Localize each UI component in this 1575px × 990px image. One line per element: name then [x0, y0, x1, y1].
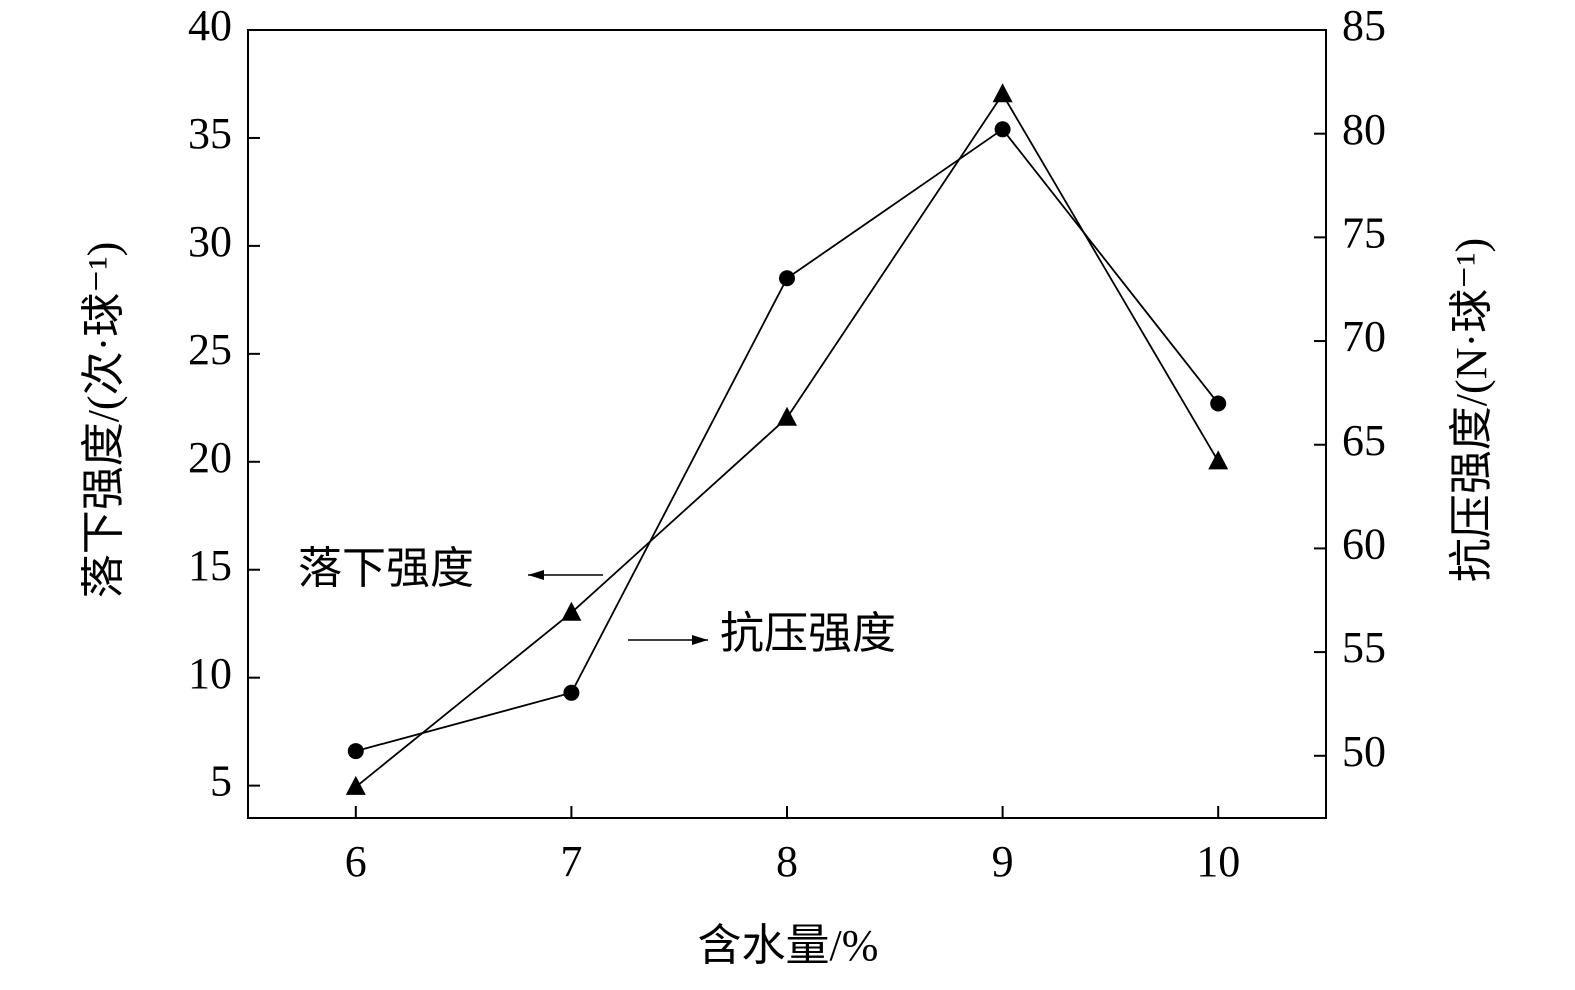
marker	[777, 406, 797, 426]
y-tick-label: 5	[210, 757, 232, 806]
x-tick-label: 10	[1196, 837, 1240, 886]
y-tick-label: 20	[188, 433, 232, 482]
marker	[1210, 395, 1227, 412]
x-tick-label: 7	[560, 837, 582, 886]
y-tick-label: 10	[188, 649, 232, 698]
y-tick-label: 40	[188, 1, 232, 50]
x-tick-label: 6	[345, 837, 367, 886]
annotation-arrowhead	[528, 570, 544, 580]
marker	[1208, 450, 1229, 470]
marker	[561, 601, 582, 621]
y2-tick-label: 50	[1342, 727, 1386, 776]
x-tick-label: 9	[992, 837, 1014, 886]
y-tick-label: 15	[188, 541, 232, 590]
y2-tick-label: 85	[1342, 1, 1386, 50]
y2-tick-label: 55	[1342, 623, 1386, 672]
annotation: 落下强度	[298, 544, 474, 593]
y-tick-label: 30	[188, 217, 232, 266]
marker	[994, 121, 1011, 138]
y2-tick-label: 60	[1342, 520, 1386, 569]
annotation-arrowhead	[692, 635, 708, 645]
y2-tick-label: 65	[1342, 416, 1386, 465]
y-tick-label: 35	[188, 109, 232, 158]
y-axis-label: 落下强度/(次·球⁻¹)	[79, 242, 128, 599]
y-tick-label: 25	[188, 325, 232, 374]
annotation: 抗压强度	[720, 609, 896, 658]
x-tick-label: 8	[776, 837, 798, 886]
series-line	[355, 92, 1219, 788]
y2-tick-label: 80	[1342, 105, 1386, 154]
y2-tick-label: 70	[1342, 312, 1386, 361]
marker	[992, 83, 1013, 103]
y2-axis-label: 抗压强度/(N·球⁻¹)	[1447, 238, 1496, 582]
marker	[563, 684, 580, 701]
marker	[347, 743, 364, 760]
y2-tick-label: 75	[1342, 208, 1386, 257]
x-axis-label: 含水量/%	[698, 921, 879, 970]
marker	[345, 775, 366, 795]
marker	[779, 270, 795, 287]
